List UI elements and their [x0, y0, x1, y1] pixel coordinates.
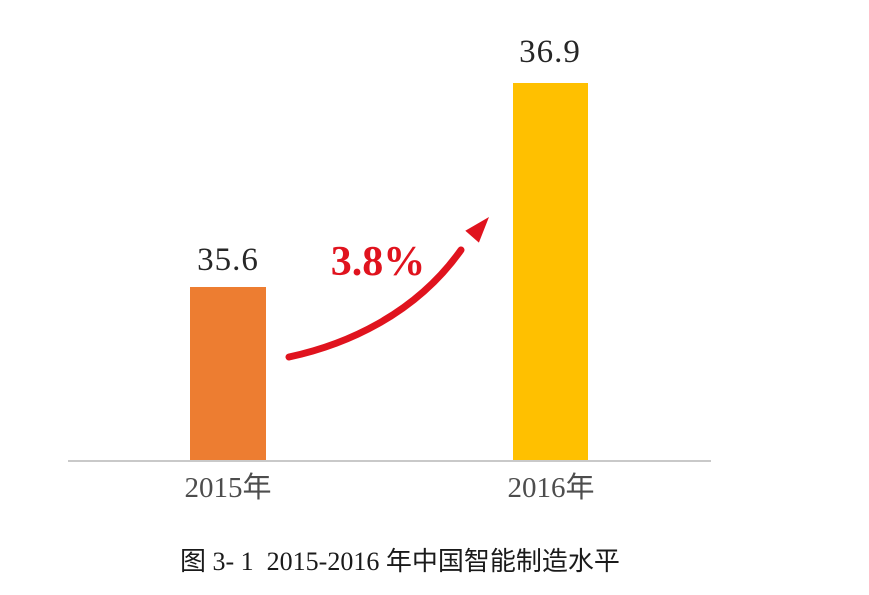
x-tick-2015: 2015年 [184, 472, 272, 504]
growth-arrow-head [465, 217, 489, 243]
bar-2015 [190, 287, 266, 460]
value-label-2015: 35.6 [197, 242, 259, 278]
x-tick-2016: 2016年 [507, 472, 595, 504]
x-axis-line [68, 460, 711, 462]
value-label-2016: 36.9 [519, 34, 581, 70]
growth-annotation: 3.8% [330, 239, 426, 285]
figure-caption: 图 3- 1 2015-2016 年中国智能制造水平 [180, 547, 620, 576]
bar-2016 [513, 83, 588, 460]
